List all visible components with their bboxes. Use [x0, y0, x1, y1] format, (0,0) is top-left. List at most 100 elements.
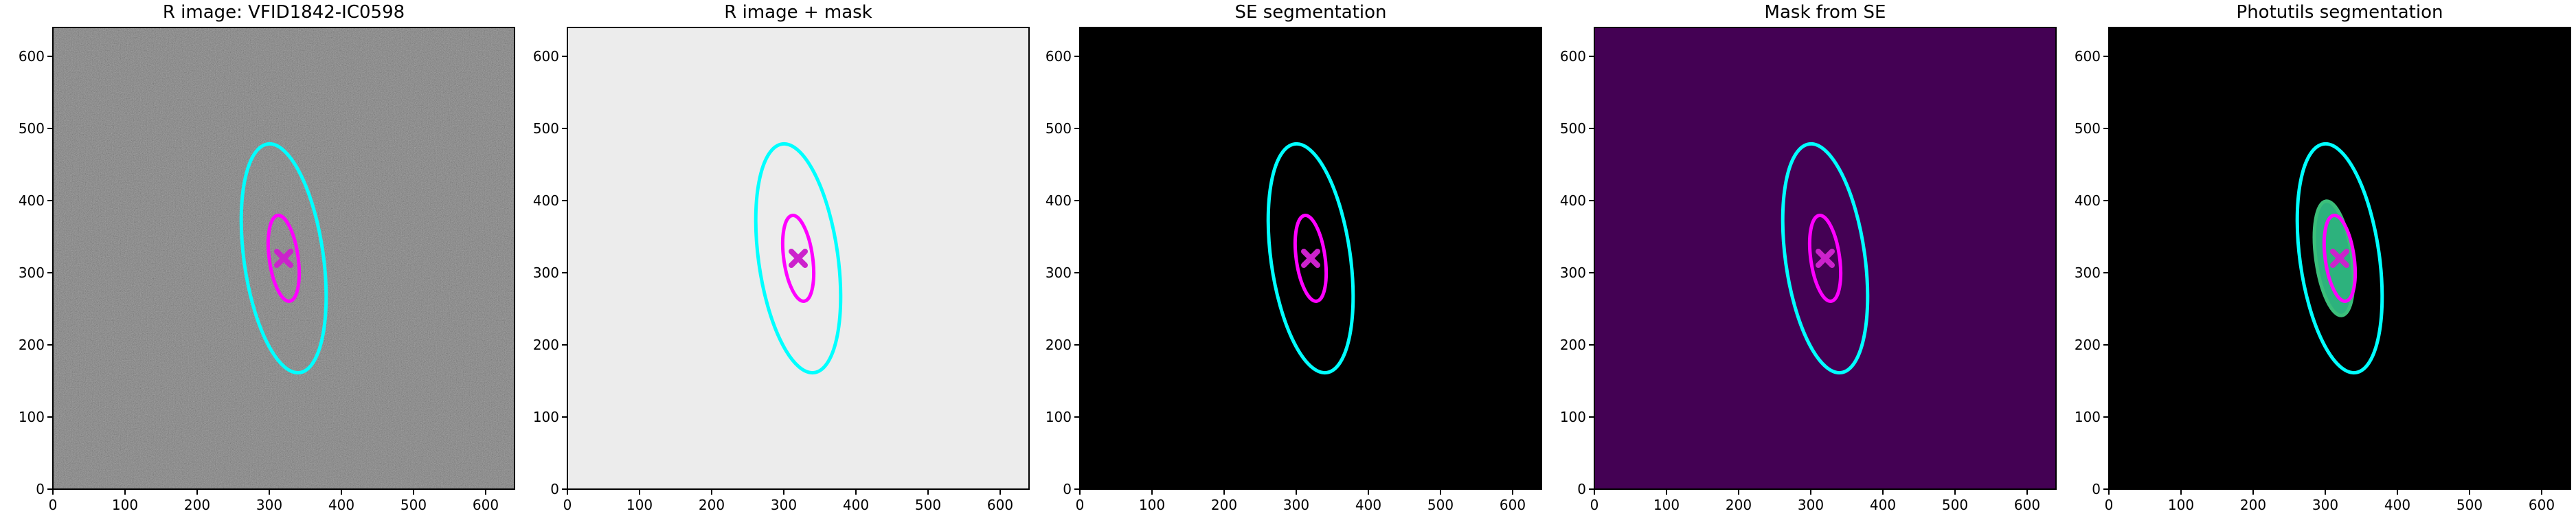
- y-tick-label: 300: [533, 264, 559, 281]
- y-tick-label: 600: [533, 48, 559, 65]
- panel: R image + mask 0 100 200 300 400 500 600 0 100 200…: [533, 2, 1030, 513]
- aperture-ellipse: [2295, 142, 2384, 375]
- y-tick-label: 0: [2092, 481, 2101, 497]
- y-tick-label: 100: [533, 409, 559, 425]
- x-tick-label: 200: [2240, 497, 2266, 513]
- x-tick-label: 100: [2168, 497, 2194, 513]
- x-tick-label: 600: [2529, 497, 2555, 513]
- axes-frame: [567, 27, 1030, 490]
- x-tick-label: 500: [400, 497, 427, 513]
- y-tick-label: 100: [2075, 409, 2101, 425]
- x-tick-label: 500: [915, 497, 941, 513]
- x-tick-label: 0: [49, 497, 58, 513]
- center-marker: [2330, 249, 2349, 268]
- y-tick-label: 600: [2075, 48, 2101, 65]
- y-tick-label: 400: [1046, 192, 1072, 209]
- aperture-ellipse: [2322, 214, 2358, 303]
- panel-title: Photutils segmentation: [2237, 2, 2443, 23]
- overlay: [2295, 142, 2384, 375]
- y-tick-label: 0: [1063, 481, 1072, 497]
- y-tick-label: 400: [2075, 192, 2101, 209]
- panel: SE segmentation 0 100 200 300 400 500 600 0 100 20…: [1046, 2, 1542, 513]
- y-tick-label: 300: [19, 264, 45, 281]
- x-tick-label: 300: [771, 497, 797, 513]
- x-tick-label: 400: [843, 497, 869, 513]
- y-tick-label: 600: [19, 48, 45, 65]
- aperture-ellipse: [754, 142, 843, 375]
- panel-title: R image + mask: [724, 2, 872, 23]
- axes-frame: [52, 27, 515, 490]
- aperture-ellipse: [780, 214, 816, 303]
- aperture-ellipse: [266, 214, 302, 303]
- x-tick-label: 300: [1798, 497, 1824, 513]
- aperture-ellipse: [1781, 142, 1870, 375]
- y-tick-label: 200: [19, 337, 45, 353]
- y-tick-label: 500: [19, 120, 45, 137]
- x-tick-label: 500: [1427, 497, 1454, 513]
- x-tick-label: 400: [2384, 497, 2410, 513]
- x-tick-label: 400: [1870, 497, 1896, 513]
- x-tick-label: 200: [1211, 497, 1237, 513]
- x-tick-label: 300: [1283, 497, 1309, 513]
- y-tick-label: 200: [1046, 337, 1072, 353]
- y-tick-label: 100: [19, 409, 45, 425]
- overlay: [1781, 142, 1870, 375]
- axes-frame: [1594, 27, 2057, 490]
- x-tick-label: 400: [1355, 497, 1381, 513]
- y-tick-label: 400: [1560, 192, 1586, 209]
- panel-title: Mask from SE: [1765, 2, 1886, 23]
- y-tick-label: 500: [1046, 120, 1072, 137]
- x-tick-label: 100: [1139, 497, 1165, 513]
- x-tick-label: 400: [328, 497, 354, 513]
- overlay: [239, 142, 328, 375]
- y-tick-label: 0: [550, 481, 559, 497]
- x-tick-label: 200: [184, 497, 210, 513]
- y-tick-label: 200: [2075, 337, 2101, 353]
- y-tick-label: 600: [1560, 48, 1586, 65]
- axes-frame: [2108, 27, 2571, 490]
- center-marker: [274, 249, 293, 268]
- y-tick-label: 600: [1046, 48, 1072, 65]
- x-tick-label: 0: [1076, 497, 1085, 513]
- x-tick-label: 600: [473, 497, 499, 513]
- x-tick-label: 200: [699, 497, 725, 513]
- x-tick-label: 100: [112, 497, 138, 513]
- axes-frame: [1079, 27, 1542, 490]
- panel-title: SE segmentation: [1235, 2, 1387, 23]
- y-tick-label: 200: [1560, 337, 1586, 353]
- center-marker: [789, 249, 808, 268]
- aperture-ellipse: [1807, 214, 1843, 303]
- y-tick-label: 100: [1046, 409, 1072, 425]
- overlay: [1266, 142, 1355, 375]
- y-tick-label: 100: [1560, 409, 1586, 425]
- x-tick-label: 600: [987, 497, 1013, 513]
- y-tick-label: 300: [2075, 264, 2101, 281]
- y-tick-label: 300: [1560, 264, 1586, 281]
- x-tick-label: 300: [2312, 497, 2338, 513]
- x-tick-label: 600: [2014, 497, 2040, 513]
- x-tick-label: 0: [2105, 497, 2114, 513]
- x-tick-label: 500: [1942, 497, 1968, 513]
- y-tick-label: 300: [1046, 264, 1072, 281]
- panel: Photutils segmentation 0 100 200 300 400 500 60…: [2075, 2, 2571, 513]
- y-tick-label: 500: [1560, 120, 1586, 137]
- y-tick-label: 400: [19, 192, 45, 209]
- panel-title: R image: VFID1842-IC0598: [163, 2, 405, 23]
- x-tick-label: 500: [2456, 497, 2483, 513]
- y-tick-label: 500: [2075, 120, 2101, 137]
- x-tick-label: 100: [1653, 497, 1680, 513]
- overlay: [754, 142, 843, 375]
- center-marker: [1301, 249, 1320, 268]
- aperture-ellipse: [239, 142, 328, 375]
- x-tick-label: 0: [563, 497, 572, 513]
- y-tick-label: 200: [533, 337, 559, 353]
- panel: Mask from SE 0 100 200 300 400 500 600 0 100 200 30…: [1560, 2, 2057, 513]
- x-tick-label: 600: [1500, 497, 1526, 513]
- x-tick-label: 0: [1590, 497, 1599, 513]
- x-tick-label: 100: [626, 497, 653, 513]
- y-tick-label: 0: [1577, 481, 1586, 497]
- aperture-ellipse: [1293, 214, 1329, 303]
- x-tick-label: 200: [1726, 497, 1752, 513]
- y-tick-label: 400: [533, 192, 559, 209]
